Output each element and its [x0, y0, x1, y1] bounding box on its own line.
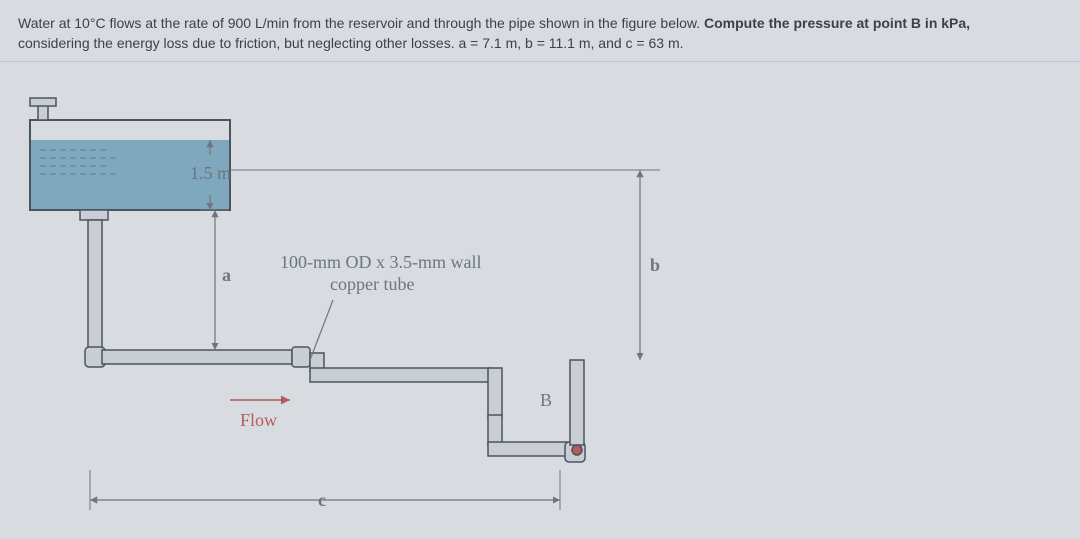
problem-statement: Water at 10°C flows at the rate of 900 L…: [0, 0, 1080, 62]
tank-outlet: [80, 210, 108, 220]
dim-a-label: a: [222, 265, 231, 286]
pipe-label-leader: [310, 300, 333, 360]
pipe-label-line2: copper tube: [330, 274, 414, 295]
pipe-diagram: 1.5 m a b c 100-mm OD x 3.5-mm wall copp…: [0, 70, 1080, 530]
flow-label: Flow: [240, 410, 277, 431]
problem-line-1b: Compute the pressure at point B in kPa,: [704, 15, 970, 31]
dim-b-label: b: [650, 255, 660, 276]
point-b-label: B: [540, 390, 552, 411]
dim-c-label: c: [318, 490, 326, 511]
problem-line-2: considering the energy loss due to frict…: [18, 35, 684, 51]
pipe-label-line1: 100-mm OD x 3.5-mm wall: [280, 252, 481, 273]
problem-line-1a: Water at 10°C flows at the rate of 900 L…: [18, 15, 704, 31]
reservoir: [30, 98, 230, 210]
depth-label: 1.5 m: [190, 163, 231, 184]
